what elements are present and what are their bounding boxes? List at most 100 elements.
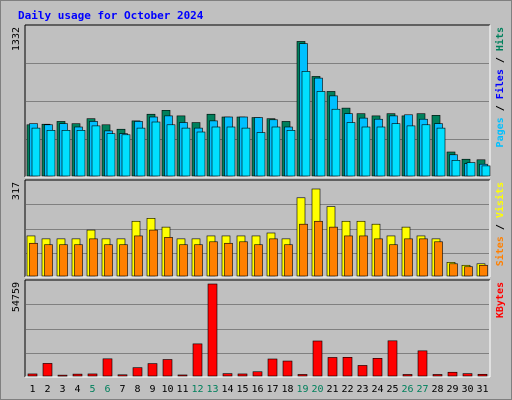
sites-bar-day-28 <box>434 241 443 277</box>
x-tick-label-day-24: 24 <box>371 384 383 395</box>
kbytes-bar-day-2 <box>42 363 53 377</box>
pages-bar-day-4 <box>76 130 86 177</box>
x-tick-label-day-5: 5 <box>89 384 95 395</box>
kbytes-bar-day-8 <box>132 367 143 377</box>
sites-bar-day-13 <box>209 241 218 277</box>
x-tick-label-day-4: 4 <box>74 384 80 395</box>
chart-title: Daily usage for October 2024 <box>18 9 204 22</box>
pages-bar-day-24 <box>376 126 386 177</box>
sites-bar-day-27 <box>419 238 428 277</box>
pages-bar-day-27 <box>421 124 431 177</box>
x-tick-label-day-3: 3 <box>59 384 65 395</box>
x-tick-label-day-11: 11 <box>176 384 188 395</box>
pages-bar-day-11 <box>181 127 191 177</box>
x-tick-label-day-20: 20 <box>311 384 323 395</box>
pages-bar-day-20 <box>316 91 326 177</box>
legend-label-hits-files-pages: Pages / Files / Hits <box>494 27 506 147</box>
kbytes-bar-day-3 <box>57 374 68 377</box>
kbytes-bar-day-6 <box>102 358 113 377</box>
x-tick-label-day-13: 13 <box>206 384 218 395</box>
sites-bar-day-7 <box>119 244 128 277</box>
legend-label-hits-files-pages-files: Files <box>494 69 506 99</box>
x-tick-label-day-15: 15 <box>236 384 248 395</box>
kbytes-bar-day-4 <box>72 373 83 377</box>
x-tick-label-day-31: 31 <box>476 384 488 395</box>
sites-bar-day-21 <box>329 226 338 277</box>
kbytes-bar-day-28 <box>432 374 443 377</box>
x-tick-label-day-30: 30 <box>461 384 473 395</box>
kbytes-bar-day-7 <box>117 374 128 377</box>
kbytes-bar-day-16 <box>252 371 263 377</box>
sites-bar-day-16 <box>254 244 263 277</box>
sites-bar-day-26 <box>404 238 413 277</box>
pages-bar-day-14 <box>226 126 236 177</box>
x-tick-label-day-19: 19 <box>296 384 308 395</box>
sites-bar-day-3 <box>59 244 68 277</box>
y-max-label-kbytes: 54759 <box>11 282 22 312</box>
kbytes-bar-day-23 <box>357 365 368 377</box>
y-max-label-visits: 317 <box>11 182 22 200</box>
sites-bar-day-8 <box>134 235 143 277</box>
sites-bar-day-23 <box>359 235 368 277</box>
sites-bar-day-2 <box>44 244 53 277</box>
kbytes-bar-day-26 <box>402 374 413 377</box>
sites-bar-day-31 <box>479 264 488 277</box>
pages-bar-day-31 <box>481 165 491 177</box>
sites-bar-day-20 <box>314 220 323 277</box>
kbytes-bar-day-21 <box>327 357 338 377</box>
sites-bar-day-19 <box>299 223 308 277</box>
legend-label-kbytes: KBytes <box>495 282 506 318</box>
kbytes-bar-day-25 <box>387 340 398 377</box>
kbytes-bar-day-5 <box>87 373 98 377</box>
x-tick-label-day-2: 2 <box>44 384 50 395</box>
x-tick-label-day-23: 23 <box>356 384 368 395</box>
sites-bar-day-30 <box>464 266 473 277</box>
legend-label-visits-sites: Sites / Visits <box>494 182 506 266</box>
sites-bar-day-22 <box>344 235 353 277</box>
kbytes-bar-day-27 <box>417 350 428 377</box>
kbytes-bar-day-11 <box>177 374 188 377</box>
pages-bar-day-8 <box>136 127 146 177</box>
legend-label-visits-sites-separator-1: / <box>495 218 506 236</box>
sites-bar-day-24 <box>374 238 383 277</box>
kbytes-bar-day-12 <box>192 343 203 377</box>
kbytes-bar-day-31 <box>477 373 488 377</box>
x-tick-label-day-16: 16 <box>251 384 263 395</box>
kbytes-bar-day-17 <box>267 358 278 377</box>
x-tick-label-day-17: 17 <box>266 384 278 395</box>
legend-label-kbytes-kbytes: KBytes <box>495 282 506 318</box>
pages-bar-day-17 <box>271 126 281 177</box>
x-tick-label-day-12: 12 <box>191 384 203 395</box>
pages-bar-day-19 <box>301 71 311 177</box>
legend-label-hits-files-pages-pages: Pages <box>495 117 506 147</box>
x-tick-label-day-7: 7 <box>119 384 125 395</box>
x-tick-label-day-9: 9 <box>149 384 155 395</box>
x-tick-label-day-28: 28 <box>431 384 443 395</box>
sites-bar-day-6 <box>104 244 113 277</box>
x-tick-label-day-26: 26 <box>401 384 413 395</box>
sites-bar-day-14 <box>224 242 233 277</box>
x-tick-label-day-14: 14 <box>221 384 233 395</box>
kbytes-bar-day-15 <box>237 373 248 377</box>
x-tick-label-day-21: 21 <box>326 384 338 395</box>
pages-bar-day-29 <box>451 160 461 177</box>
sites-bar-day-18 <box>284 244 293 277</box>
kbytes-bar-day-14 <box>222 373 233 377</box>
panel-bg-2 <box>25 280 490 377</box>
kbytes-bar-day-10 <box>162 359 173 377</box>
x-tick-label-day-29: 29 <box>446 384 458 395</box>
kbytes-bar-day-20 <box>312 340 323 377</box>
pages-bar-day-2 <box>46 130 56 177</box>
kbytes-bar-day-9 <box>147 363 158 377</box>
pages-bar-day-3 <box>61 130 71 177</box>
y-max-label-hits: 1332 <box>11 27 22 51</box>
sites-bar-day-10 <box>164 237 173 277</box>
legend-label-visits-sites-visits: Visits <box>494 182 506 218</box>
pages-bar-day-18 <box>286 130 296 177</box>
pages-bar-day-28 <box>436 127 446 177</box>
kbytes-bar-day-13 <box>207 283 218 377</box>
sites-bar-day-29 <box>449 263 458 277</box>
pages-bar-day-13 <box>211 126 221 177</box>
pages-bar-day-5 <box>91 125 101 177</box>
